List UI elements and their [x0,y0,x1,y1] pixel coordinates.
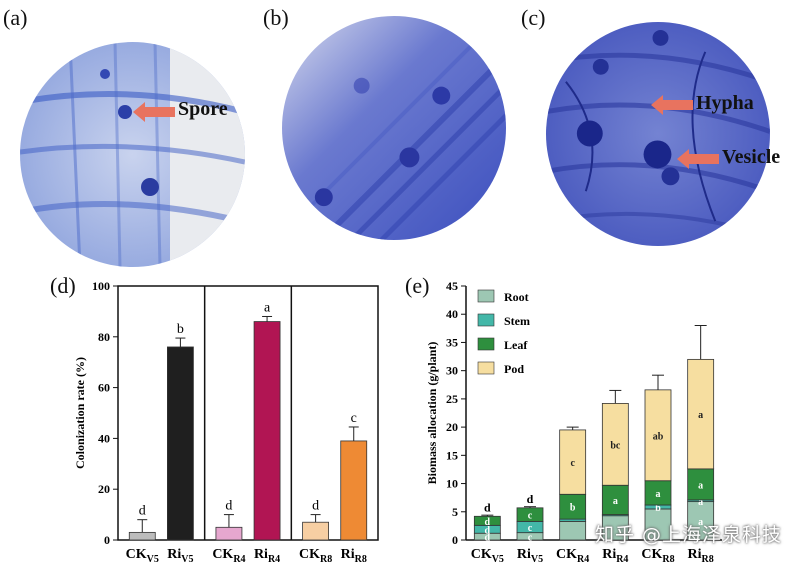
legend-swatch-stem [477,313,495,327]
segment-letter-root-1: c [528,532,533,543]
micrograph-a [20,42,245,267]
segment-letter-leaf-4: a [656,489,661,500]
top-letter-1: d [527,492,534,506]
y-tick-label-5: 100 [92,279,110,293]
significance-letter-1: b [177,322,184,337]
legend-label-leaf: Leaf [504,338,528,352]
bar-leaf-2 [559,493,587,520]
panel-label-c: (c) [521,5,546,30]
x-tick-label-1: RiV5 [167,547,193,564]
x-tick-label-3: RiR4 [254,547,280,564]
legend-label-root: Root [504,290,529,304]
x-tick-label-5: RiR8 [688,547,714,564]
y-tick-label-2: 10 [446,477,458,491]
panel-label-a: (a) [3,5,28,30]
bar-pod-3 [601,403,629,486]
bar-4 [302,521,330,541]
segment-letter-pod-2: c [570,458,575,469]
colonization-rate-chart: 0 20 40 60 80 100 Colonization rate (%) d CKV5 b R… [73,279,379,564]
bar-3 [253,321,281,541]
y-tick-label-6: 30 [446,364,458,378]
hypha-arrow [651,95,693,115]
y-tick-label-4: 20 [446,420,458,434]
segment-letter-root-5: a [698,517,703,528]
bar-leaf-4 [644,480,672,506]
y-tick-label-3: 15 [446,448,458,462]
segment-letter-stem-1: c [528,523,533,534]
panel-label-d: (d) [50,273,76,298]
segment-letter-leaf-1: c [528,511,533,522]
bar-root-4 [644,508,672,541]
bar-pod-4 [644,389,672,482]
y-tick-label-0: 0 [104,533,110,547]
watermark: 知乎 @上海泽泉科技 [594,524,782,546]
bar-root-5 [687,501,715,541]
vesicle-label: Vesicle [722,146,781,168]
y-tick-label-0: 0 [452,533,458,547]
bar-0 [128,531,156,541]
plot-frame [117,285,379,541]
x-tick-label-4: CKR8 [641,547,674,564]
vesicle-arrow [677,149,719,169]
x-tick-label-1: RiV5 [517,547,543,564]
bar-root-3 [601,515,629,541]
significance-letter-4: d [312,499,319,514]
significance-letter-0: d [139,504,146,519]
y-tick-label-2: 40 [98,431,110,445]
panel-label-e: (e) [405,273,430,298]
x-tick-label-0: CKV5 [126,547,159,564]
biomass-allocation-chart: 0 5 10 15 20 25 30 35 40 45 Biomass allocation (g/… [425,279,722,564]
significance-letter-5: c [351,411,357,426]
significance-letter-2: d [225,499,232,514]
legend-swatch-pod [477,361,495,375]
y-tick-label-8: 40 [446,307,458,321]
bar-pod-5 [687,358,715,470]
segment-letter-stem-4: b [655,503,661,514]
legend-label-pod: Pod [504,362,524,376]
significance-letter-3: a [264,300,271,315]
y-tick-label-3: 60 [98,381,110,395]
bar-1 [167,346,194,541]
x-tick-label-2: CKR4 [212,547,245,564]
bar-leaf-3 [601,484,629,515]
segment-letter-pod-4: ab [653,431,664,442]
bar-5 [340,440,368,541]
y-tick-label-4: 80 [98,330,110,344]
x-tick-label-0: CKV5 [471,547,504,564]
segment-letter-root-0: d [485,533,491,544]
y-tick-label-1: 5 [452,505,458,519]
bar-2 [215,526,243,541]
y-axis-label: Colonization rate (%) [73,357,87,469]
y-axis-label: Biomass allocation (g/plant) [425,342,439,485]
x-tick-label-3: RiR4 [602,547,628,564]
y-tick-label-1: 20 [98,482,110,496]
x-tick-label-2: CKR4 [556,547,589,564]
y-tick-label-5: 25 [446,392,458,406]
legend-swatch-root [477,289,495,303]
legend-label-stem: Stem [504,314,530,328]
segment-letter-leaf-2: b [570,503,576,514]
segment-letter-pod-5: a [698,410,703,421]
x-tick-label-5: RiR8 [341,547,367,564]
segment-letter-pod-3: bc [610,440,621,451]
bar-root-2 [559,520,587,541]
panel-label-b: (b) [263,5,289,30]
top-letter-0: d [484,500,491,514]
spore-arrow [133,102,175,122]
segment-letter-stem-0: d [485,525,491,536]
segment-letter-leaf-5: a [698,480,703,491]
spore-label: Spore [178,98,228,120]
x-tick-label-4: CKR8 [299,547,332,564]
bar-pod-2 [559,429,587,495]
y-tick-label-9: 45 [446,279,458,293]
micrograph-b [282,16,506,240]
segment-letter-stem-5: a [698,497,703,508]
y-tick-label-7: 35 [446,335,458,349]
hypha-label: Hypha [696,92,754,114]
segment-letter-leaf-0: d [485,517,491,528]
segment-letter-leaf-3: a [613,496,618,507]
legend-swatch-leaf [477,337,495,351]
micrograph-c [546,22,770,246]
